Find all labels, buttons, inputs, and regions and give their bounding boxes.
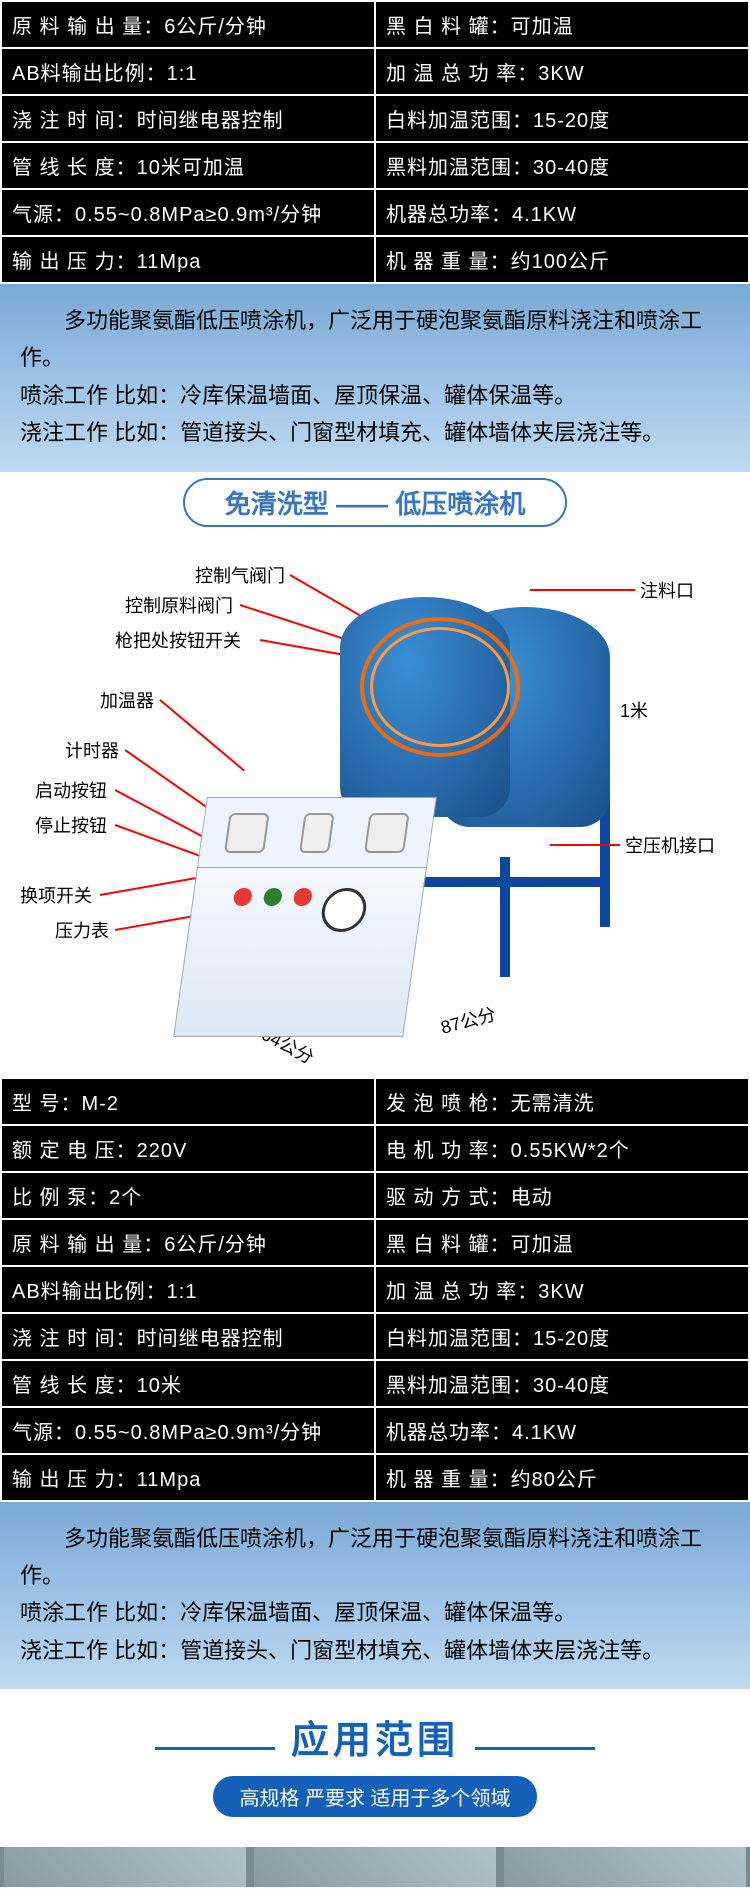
spec-cell: 机器总功率：4.1KW xyxy=(375,189,749,236)
callout-label: 注料口 xyxy=(640,577,694,603)
footer-image xyxy=(254,1847,496,1887)
spec-cell: 型 号：M-2 xyxy=(1,1078,375,1125)
spec-cell: 白料加温范围：15-20度 xyxy=(375,1313,749,1360)
callout-label: 控制原料阀门 xyxy=(125,592,233,618)
spec-cell: 气源：0.55~0.8MPa≥0.9m³/分钟 xyxy=(1,1407,375,1454)
spec-cell: 输 出 压 力：11Mpa xyxy=(1,236,375,283)
spec-cell: 驱 动 方 式：电动 xyxy=(375,1172,749,1219)
spec-cell: 原 料 输 出 量：6公斤/分钟 xyxy=(1,1219,375,1266)
spec-cell: 加 温 总 功 率：3KW xyxy=(375,48,749,95)
desc-paragraph: 浇注工作 比如：管道接头、门窗型材填充、罐体墙体夹层浇注等。 xyxy=(20,1632,730,1669)
callout-label: 空压机接口 xyxy=(625,832,715,858)
callout-label: 压力表 xyxy=(55,917,109,943)
rule-right xyxy=(475,1747,595,1750)
panel-top xyxy=(198,798,436,868)
callout-label: 停止按钮 xyxy=(35,812,107,838)
application-scope-section: 应用范围 高规格 严要求 适用于多个领域 xyxy=(0,1689,750,1847)
callout-label: 换项开关 xyxy=(20,882,92,908)
footer-image-strip xyxy=(0,1847,750,1887)
desc-paragraph: 喷涂工作 比如：冷库保温墙面、屋顶保温、罐体保温等。 xyxy=(20,1594,730,1631)
spec-cell: 气源：0.55~0.8MPa≥0.9m³/分钟 xyxy=(1,189,375,236)
description-block-2: 多功能聚氨酯低压喷涂机，广泛用于硬泡聚氨酯原料浇注和喷涂工作。 喷涂工作 比如：… xyxy=(0,1502,750,1690)
knob xyxy=(364,812,410,852)
spec-cell: 发 泡 喷 枪：无需清洗 xyxy=(375,1078,749,1125)
knob xyxy=(299,812,335,852)
description-block-1: 多功能聚氨酯低压喷涂机，广泛用于硬泡聚氨酯原料浇注和喷涂工作。 喷涂工作 比如：… xyxy=(0,284,750,472)
callout-label: 加温器 xyxy=(100,687,154,713)
frame-leg xyxy=(500,857,510,977)
knob xyxy=(224,812,270,852)
spec-cell: 白料加温范围：15-20度 xyxy=(375,95,749,142)
spec-cell: 电 机 功 率：0.55KW*2个 xyxy=(375,1125,749,1172)
spec-cell: 管 线 长 度：10米可加温 xyxy=(1,142,375,189)
spec-cell: 机 器 重 量：约100公斤 xyxy=(375,236,749,283)
spec-cell: AB料输出比例：1:1 xyxy=(1,1266,375,1313)
callout-label: 启动按钮 xyxy=(35,777,107,803)
desc-paragraph: 多功能聚氨酯低压喷涂机，广泛用于硬泡聚氨酯原料浇注和喷涂工作。 xyxy=(20,1520,730,1595)
spec-table-2-body: 型 号：M-2发 泡 喷 枪：无需清洗 额 定 电 压：220V电 机 功 率：… xyxy=(1,1078,749,1501)
footer-image xyxy=(4,1847,246,1887)
callout-label: 控制气阀门 xyxy=(195,562,285,588)
spec-cell: 浇 注 时 间：时间继电器控制 xyxy=(1,95,375,142)
indicator-icon xyxy=(293,888,314,906)
spec-cell: AB料输出比例：1:1 xyxy=(1,48,375,95)
leader-line xyxy=(550,844,620,846)
section-title-chip: 免清洗型 —— 低压喷涂机 xyxy=(183,478,567,527)
hose-coil-inner xyxy=(370,627,510,747)
desc-paragraph: 浇注工作 比如：管道接头、门窗型材填充、罐体墙体夹层浇注等。 xyxy=(20,414,730,451)
spec-cell: 原 料 输 出 量：6公斤/分钟 xyxy=(1,1,375,48)
section-title-bar: 免清洗型 —— 低压喷涂机 xyxy=(0,472,750,537)
app-subtitle-chip: 高规格 严要求 适用于多个领域 xyxy=(213,1776,536,1817)
desc-paragraph: 喷涂工作 比如：冷库保温墙面、屋顶保温、罐体保温等。 xyxy=(20,377,730,414)
spec-table-2: 型 号：M-2发 泡 喷 枪：无需清洗 额 定 电 压：220V电 机 功 率：… xyxy=(0,1077,750,1502)
spec-cell: 管 线 长 度：10米 xyxy=(1,1360,375,1407)
spec-cell: 浇 注 时 间：时间继电器控制 xyxy=(1,1313,375,1360)
spec-cell: 机 器 重 量：约80公斤 xyxy=(375,1454,749,1501)
spec-cell: 黑料加温范围：30-40度 xyxy=(375,1360,749,1407)
spec-cell: 加 温 总 功 率：3KW xyxy=(375,1266,749,1313)
spec-cell: 黑料加温范围：30-40度 xyxy=(375,142,749,189)
spec-table-1: 原 料 输 出 量：6公斤/分钟黑 白 料 罐：可加温 AB料输出比例：1:1加… xyxy=(0,0,750,284)
callout-label: 枪把处按钮开关 xyxy=(115,627,241,653)
machine-body xyxy=(200,597,540,1017)
leader-line xyxy=(530,589,635,591)
app-title: 应用范围 xyxy=(291,1720,459,1762)
rule-left xyxy=(155,1747,275,1750)
spec-cell: 输 出 压 力：11Mpa xyxy=(1,1454,375,1501)
pressure-gauge-icon xyxy=(319,888,369,932)
machine-diagram: 控制气阀门 控制原料阀门 枪把处按钮开关 加温器 计时器 启动按钮 停止按钮 换… xyxy=(0,537,750,1077)
dimension-height: 1米 xyxy=(620,697,648,723)
callout-label: 计时器 xyxy=(65,737,119,763)
desc-paragraph: 多功能聚氨酯低压喷涂机，广泛用于硬泡聚氨酯原料浇注和喷涂工作。 xyxy=(20,302,730,377)
spec-table-1-body: 原 料 输 出 量：6公斤/分钟黑 白 料 罐：可加温 AB料输出比例：1:1加… xyxy=(1,1,749,283)
spec-cell: 比 例 泵：2个 xyxy=(1,1172,375,1219)
spec-cell: 机器总功率：4.1KW xyxy=(375,1407,749,1454)
app-title-row: 应用范围 xyxy=(0,1709,750,1764)
spec-cell: 黑 白 料 罐：可加温 xyxy=(375,1,749,48)
start-button-icon xyxy=(263,888,284,906)
footer-image xyxy=(504,1847,746,1887)
spec-cell: 额 定 电 压：220V xyxy=(1,1125,375,1172)
spec-cell: 黑 白 料 罐：可加温 xyxy=(375,1219,749,1266)
stop-button-icon xyxy=(233,888,254,906)
control-panel xyxy=(173,797,437,1037)
